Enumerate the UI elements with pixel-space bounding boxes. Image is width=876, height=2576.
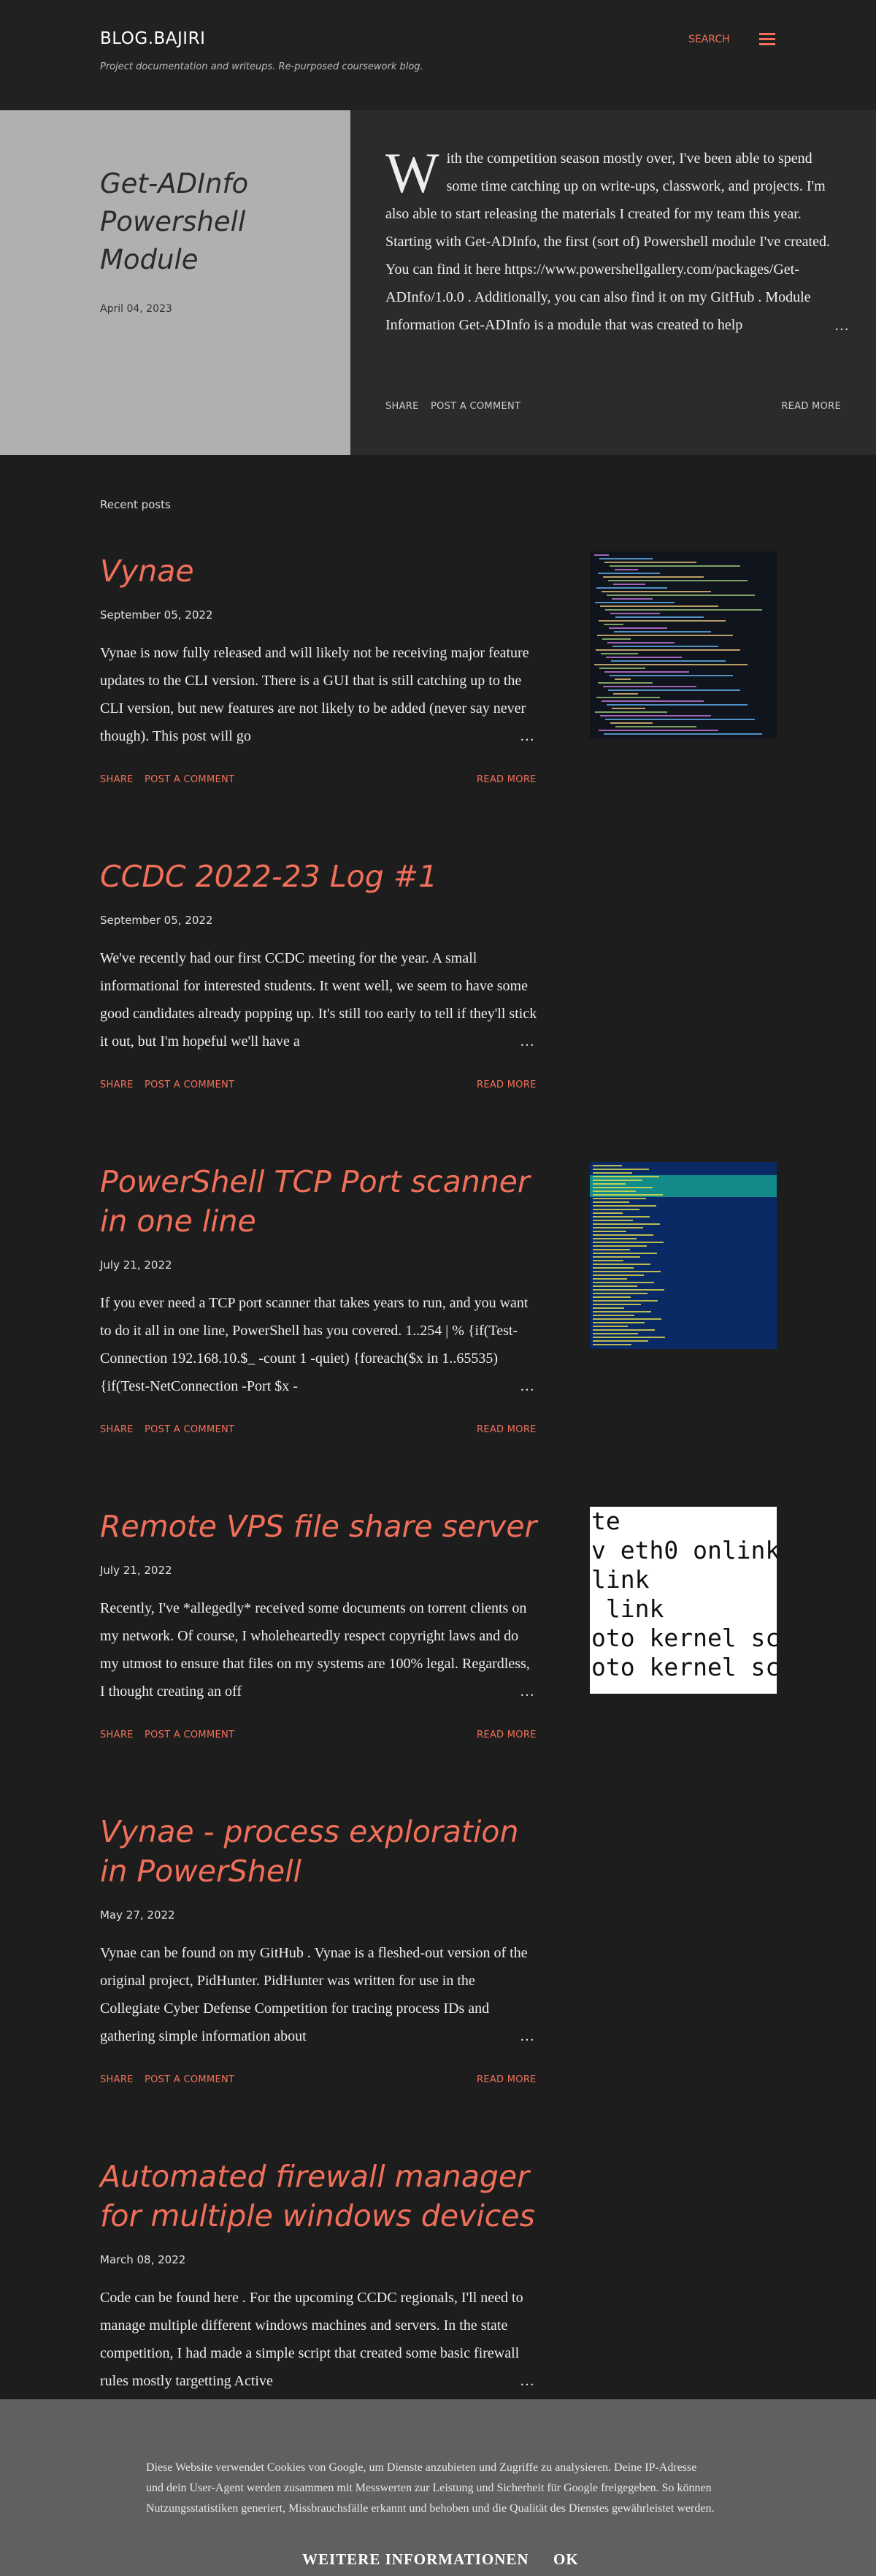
share[interactable]: SHARE [100,2074,134,2085]
post-snippet: Vynae can be found on my GitHub . Vynae … [100,1945,528,2044]
featured-title[interactable]: Get-ADInfo Powershell Module [100,168,249,275]
cookie-banner: Diese Website verwendet Cookies von Goog… [0,2399,876,2576]
post-title[interactable]: Automated firewall manager for multiple … [100,2159,535,2233]
thumb-art [590,1165,777,1345]
post-title[interactable]: Vynae [100,554,194,589]
share[interactable]: SHARE [100,1424,134,1435]
thumb-text: link [591,1594,664,1623]
featured-snippet: With the competition season mostly over,… [385,145,830,333]
post-date: May 27, 2022 [100,1908,175,1922]
post-thumbnail[interactable] [590,551,777,738]
post-comment[interactable]: POST A COMMENT [145,1424,235,1435]
read-more[interactable]: READ MORE [477,774,537,785]
featured-date: April 04, 2023 [100,303,172,315]
post-comment[interactable]: POST A COMMENT [145,1079,235,1090]
post-date: September 05, 2022 [100,608,213,622]
post-title[interactable]: PowerShell TCP Port scanner in one line [100,1164,530,1239]
post-title[interactable]: Remote VPS file share server [100,1509,537,1544]
post-snippet: If you ever need a TCP port scanner that… [100,1295,529,1394]
post-snippet: We've recently had our first CCDC meetin… [100,950,537,1050]
post-date: March 08, 2022 [100,2253,186,2266]
post-comment[interactable]: POST A COMMENT [431,401,521,412]
post-date: July 21, 2022 [100,1564,172,1577]
thumb-text: link [591,1565,650,1594]
search[interactable]: SEARCH [688,34,730,45]
ellipsis: … [511,722,549,750]
ellipsis: … [829,312,849,340]
ellipsis: … [511,1678,549,1705]
read-more[interactable]: READ MORE [477,2074,537,2085]
featured-right: #fsnip::first-letter{font-size:78px;floa… [350,110,876,455]
post-thumbnail[interactable]: te v eth0 onlink link link oto kernel sc oto… [590,1507,777,1694]
post-comment[interactable]: POST A COMMENT [145,774,235,785]
header: BLOG.BAJIRI Project documentation and wr… [0,0,876,110]
read-more[interactable]: READ MORE [477,1079,537,1090]
share[interactable]: SHARE [100,1730,134,1740]
cookie-text: Diese Website verwendet Cookies von Goog… [146,2461,715,2515]
share[interactable]: SHARE [100,774,134,785]
ellipsis: … [511,2367,549,2395]
post-comment[interactable]: POST A COMMENT [145,1730,235,1740]
read-more[interactable]: READ MORE [781,401,841,412]
thumb-text: oto kernel sc [591,1653,777,1681]
read-more[interactable]: READ MORE [477,1424,537,1435]
menu-icon[interactable] [759,32,775,45]
ellipsis: … [511,2022,549,2050]
post-comment[interactable]: POST A COMMENT [145,2074,235,2085]
ellipsis: … [511,1372,549,1400]
post-date: July 21, 2022 [100,1258,172,1272]
post-thumbnail[interactable] [590,1162,777,1349]
recent-posts-label: Recent posts [100,498,171,511]
post-snippet: Vynae is now fully released and will lik… [100,645,529,744]
ellipsis: … [511,1028,549,1055]
post-title[interactable]: Vynae - process exploration in PowerShel… [100,1814,519,1889]
post-snippet: Recently, I've *allegedly* received some… [100,1600,530,1700]
cookie-more[interactable]: WEITERE INFORMATIONEN [302,2550,529,2568]
thumb-text: oto kernel sc [591,1624,777,1652]
thumb-art [594,554,762,735]
read-more[interactable]: READ MORE [477,1730,537,1740]
post-title[interactable]: CCDC 2022-23 Log #1 [100,859,438,894]
post-snippet: Code can be found here . For the upcomin… [100,2290,523,2389]
thumb-text: v eth0 onlink [591,1536,777,1564]
thumb-text: te [591,1507,620,1535]
featured-left: Get-ADInfo Powershell Module April 04, 2… [0,110,350,455]
post-date: September 05, 2022 [100,914,213,927]
blog-title[interactable]: BLOG.BAJIRI [100,29,206,48]
share[interactable]: SHARE [100,1079,134,1090]
share[interactable]: SHARE [385,401,419,412]
blog-subtitle: Project documentation and writeups. Re-p… [100,61,423,72]
cookie-ok[interactable]: OK [553,2550,579,2568]
